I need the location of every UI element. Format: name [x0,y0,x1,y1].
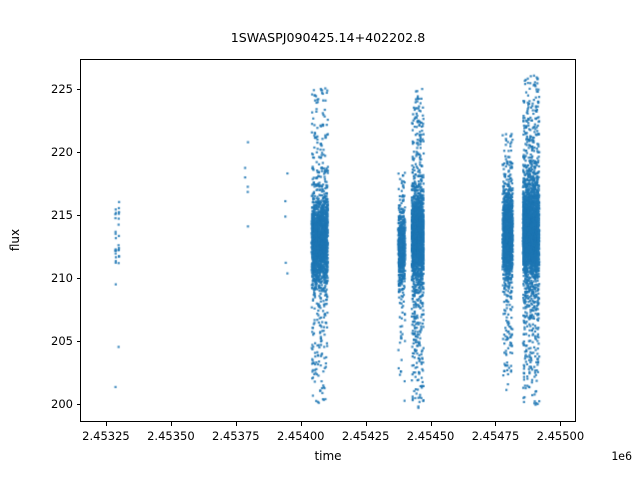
y-tick-label: 220 [51,145,73,160]
y-tick-mark [76,89,80,91]
y-tick-mark [76,152,80,154]
y-tick-mark [76,341,80,343]
x-tick-mark [170,422,172,426]
x-tick-label: 2.45500 [536,429,585,443]
plot-axes[interactable] [80,59,576,422]
x-tick-label: 2.45450 [406,429,455,443]
x-tick-mark [300,422,302,426]
y-tick-label: 215 [51,208,73,223]
x-tick-label: 2.45475 [471,429,520,443]
x-tick-mark [495,422,497,426]
x-tick-mark [235,422,237,426]
x-tick-mark [365,422,367,426]
y-tick-mark [76,215,80,217]
x-tick-label: 2.45325 [82,429,130,443]
x-tick-mark [430,422,432,426]
y-tick-label: 225 [51,82,73,97]
y-tick-mark [76,404,80,406]
x-tick-label: 2.45375 [212,429,260,443]
y-tick-label: 200 [51,397,73,412]
x-axis-offset-label: 1e6 [611,449,632,463]
x-tick-label: 2.45400 [276,429,325,443]
x-tick-label: 2.45425 [341,429,390,443]
x-tick-label: 2.45350 [147,429,195,443]
scatter-plot-canvas[interactable] [81,60,575,421]
y-tick-mark [76,278,80,280]
page-title: 1SWASPJ090425.14+402202.8 [230,30,426,45]
y-tick-label: 210 [51,271,73,286]
x-tick-mark [560,422,562,426]
y-axis-label: flux [8,228,22,252]
x-axis-label: time [314,449,342,463]
y-tick-label: 205 [51,334,73,349]
x-tick-mark [105,422,107,426]
